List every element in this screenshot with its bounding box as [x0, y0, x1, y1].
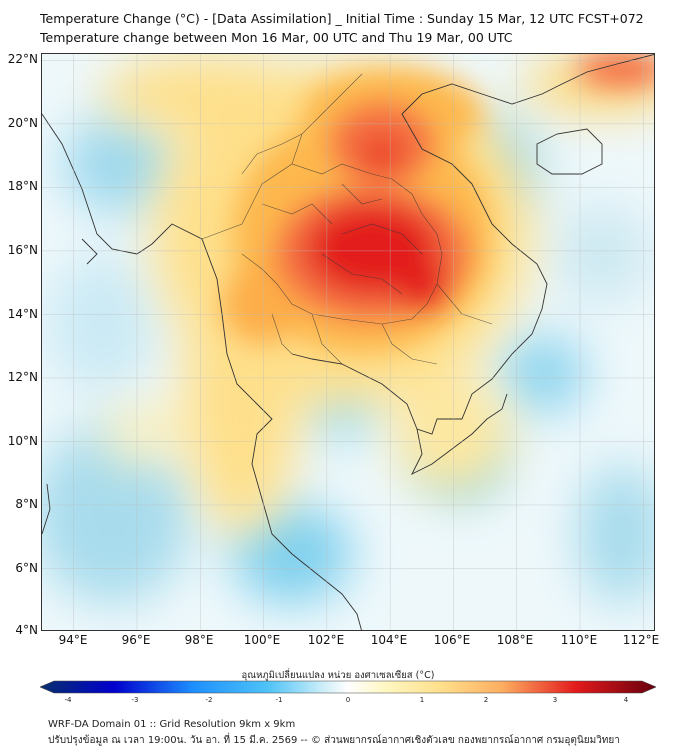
colorbar-tick: -1: [275, 696, 283, 704]
map-subtitle: Temperature change between Mon 16 Mar, 0…: [40, 30, 513, 45]
lat-tick-4n: 4°N: [15, 623, 38, 637]
lon-tick-102e: 102°E: [307, 633, 345, 647]
lon-tick-96e: 96°E: [121, 633, 151, 647]
lat-tick-16n: 16°N: [7, 243, 38, 257]
footer-model-info: WRF-DA Domain 01 :: Grid Resolution 9km …: [48, 719, 296, 730]
lat-tick-22n: 22°N: [7, 52, 38, 66]
colorbar-tick: -3: [131, 696, 139, 704]
colorbar: [40, 680, 656, 694]
colorbar-tick: 2: [483, 696, 489, 704]
lat-tick-8n: 8°N: [15, 497, 38, 511]
temperature-change-map: [41, 53, 655, 631]
colorbar-label: อุณหภูมิเปลี่ยนแปลง หน่วย องศาเซลเซียส (…: [241, 670, 435, 681]
lat-tick-18n: 18°N: [7, 179, 38, 193]
lon-tick-100e: 100°E: [243, 633, 281, 647]
admin-borders: [201, 73, 493, 365]
lat-tick-12n: 12°N: [7, 370, 38, 384]
lon-tick-94e: 94°E: [58, 633, 88, 647]
lon-tick-104e: 104°E: [370, 633, 408, 647]
map-title: Temperature Change (°C) - [Data Assimila…: [40, 11, 644, 26]
hotspot-field: [277, 104, 467, 319]
lon-tick-108e: 108°E: [496, 633, 534, 647]
lon-tick-106e: 106°E: [433, 633, 471, 647]
lat-tick-6n: 6°N: [15, 561, 38, 575]
lat-tick-20n: 20°N: [7, 116, 38, 130]
lon-tick-112e: 112°E: [622, 633, 660, 647]
coastline: [42, 54, 654, 630]
colorbar-tick: -4: [64, 696, 72, 704]
footer-update-credit: ปรับปรุงข้อมูล ณ เวลา 19:00น. วัน อา. ที…: [48, 735, 620, 746]
colorbar-tick: -2: [205, 696, 213, 704]
lon-tick-98e: 98°E: [184, 633, 214, 647]
lon-tick-110e: 110°E: [560, 633, 598, 647]
colorbar-tick: 4: [623, 696, 629, 704]
lat-tick-10n: 10°N: [7, 434, 38, 448]
colorbar-tick: 1: [419, 696, 425, 704]
map-grid: [42, 54, 654, 630]
colorbar-tick: 3: [552, 696, 558, 704]
lat-tick-14n: 14°N: [7, 307, 38, 321]
colorbar-tick: 0: [345, 696, 351, 704]
